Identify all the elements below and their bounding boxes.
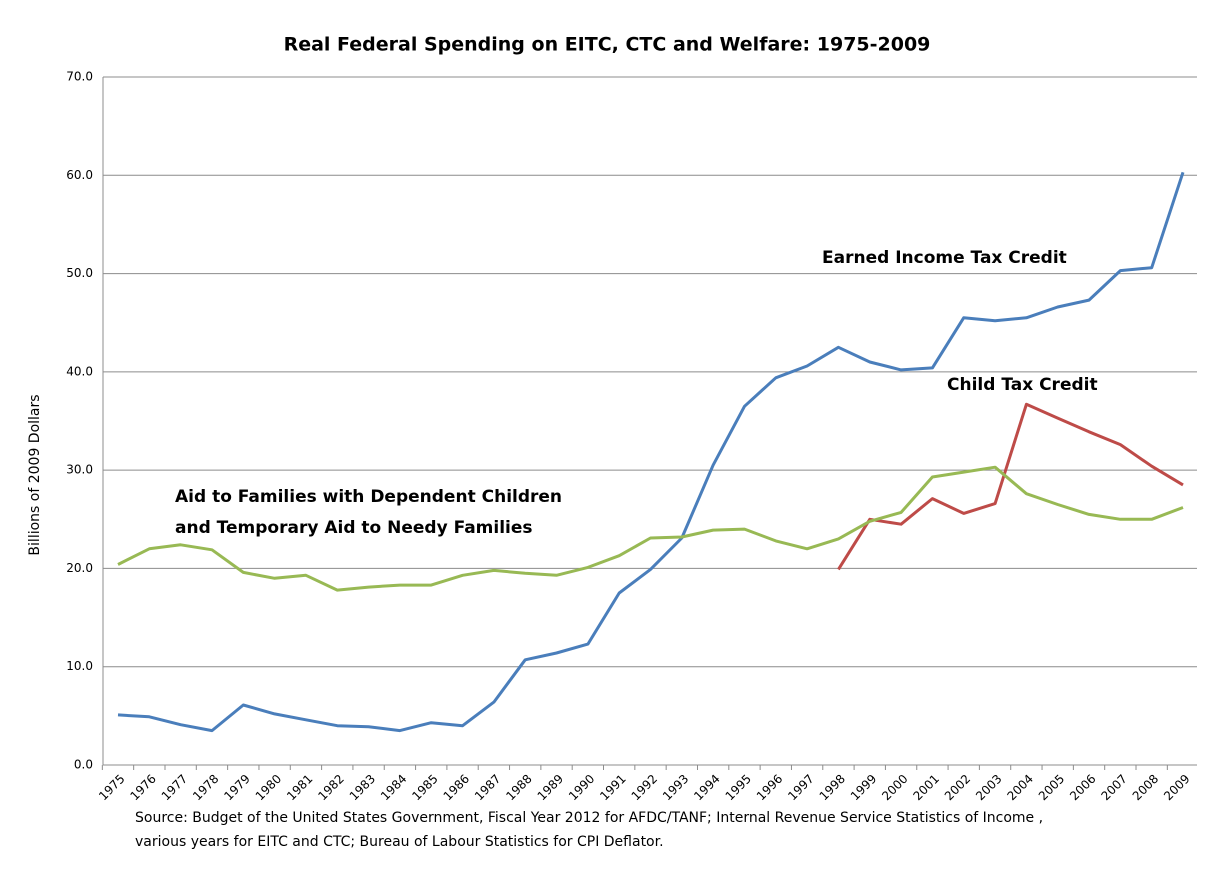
x-tick-label: 2005 — [1036, 772, 1067, 803]
series-label: and Temporary Aid to Needy Families — [175, 518, 533, 538]
series-label: Child Tax Credit — [947, 375, 1098, 395]
source-note: various years for EITC and CTC; Bureau o… — [135, 834, 664, 850]
x-tick-label: 1981 — [284, 772, 315, 803]
x-tick-label: 2004 — [1004, 772, 1035, 803]
x-tick-label: 1992 — [629, 772, 660, 803]
x-tick-label: 2007 — [1098, 772, 1129, 803]
x-tick-label: 1978 — [190, 772, 221, 803]
x-tick-label: 2009 — [1161, 772, 1192, 803]
x-tick-label: 1982 — [315, 772, 346, 803]
y-tick-label: 40.0 — [66, 364, 93, 378]
x-tick-label: 1994 — [691, 772, 722, 803]
x-tick-label: 2002 — [942, 772, 973, 803]
x-tick-label: 2003 — [973, 772, 1004, 803]
x-tick-label: 1995 — [723, 772, 754, 803]
y-axis-label: Billions of 2009 Dollars — [27, 394, 43, 555]
x-tick-label: 1996 — [754, 772, 785, 803]
y-tick-label: 70.0 — [66, 70, 93, 84]
x-tick-label: 1990 — [566, 772, 597, 803]
y-tick-label: 60.0 — [66, 168, 93, 182]
chart-title: Real Federal Spending on EITC, CTC and W… — [284, 34, 931, 56]
x-tick-label: 1987 — [472, 772, 503, 803]
series-label: Earned Income Tax Credit — [822, 248, 1067, 268]
x-tick-label: 1984 — [378, 772, 409, 803]
y-tick-label: 30.0 — [66, 463, 93, 477]
x-tick-label: 2008 — [1130, 772, 1161, 803]
x-tick-label: 1988 — [503, 772, 534, 803]
y-tick-label: 0.0 — [74, 758, 93, 772]
y-tick-label: 10.0 — [66, 659, 93, 673]
x-tick-label: 1998 — [817, 772, 848, 803]
x-tick-label: 1997 — [785, 772, 816, 803]
x-tick-label: 1976 — [127, 772, 158, 803]
x-tick-label: 1999 — [848, 772, 879, 803]
series-line — [837, 402, 1184, 571]
x-tick-label: 1989 — [535, 772, 566, 803]
series-line — [117, 171, 1185, 733]
x-tick-label: 1993 — [660, 772, 691, 803]
x-tick-label: 2001 — [911, 772, 942, 803]
series-line — [117, 465, 1184, 592]
x-tick-label: 1983 — [347, 772, 378, 803]
x-tick-label: 1985 — [409, 772, 440, 803]
source-note: Source: Budget of the United States Gove… — [135, 810, 1043, 826]
x-tick-label: 1980 — [253, 772, 284, 803]
x-tick-label: 2000 — [879, 772, 910, 803]
x-tick-label: 1991 — [597, 772, 628, 803]
x-tick-label: 1986 — [441, 772, 472, 803]
series-label: Aid to Families with Dependent Children — [175, 487, 562, 507]
y-tick-label: 50.0 — [66, 266, 93, 280]
x-tick-label: 1975 — [96, 772, 127, 803]
x-tick-label: 2006 — [1067, 772, 1098, 803]
x-tick-label: 1977 — [159, 772, 190, 803]
y-tick-label: 20.0 — [66, 561, 93, 575]
x-tick-label: 1979 — [221, 772, 252, 803]
